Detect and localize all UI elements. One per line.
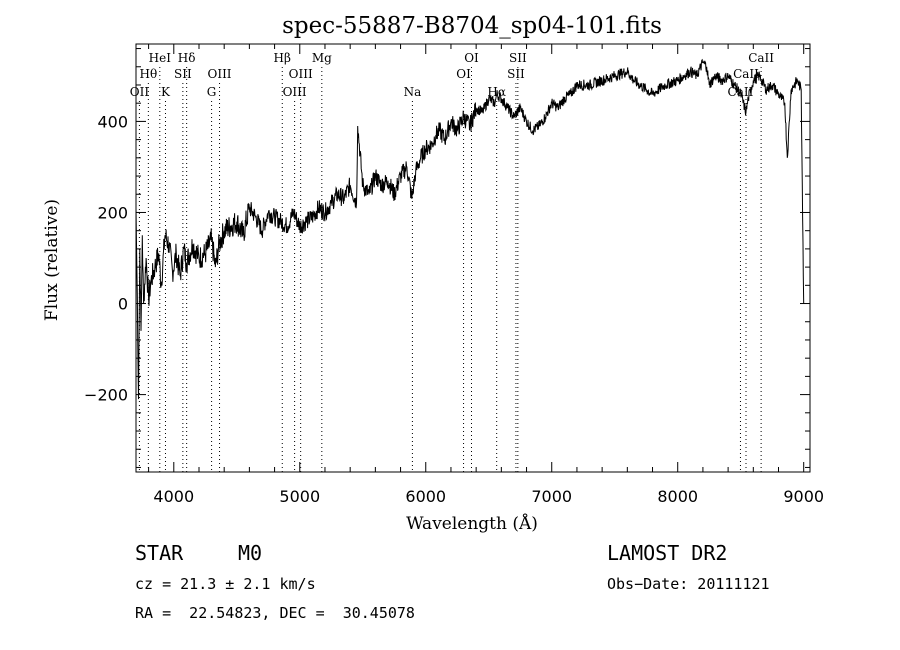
line-label: Hβ [274,51,291,65]
y-axis-label: Flux (relative) [42,199,62,321]
line-label: Mg [312,51,332,65]
axis-ticks: 4000 5000 6000 7000 8000 9000 −200 0 200 400 [84,44,824,506]
line-label: G [207,85,217,99]
line-label: K [161,85,171,99]
x-tick-label: 6000 [405,487,446,506]
line-label: SII [174,67,192,81]
x-tick-label: 9000 [783,487,824,506]
x-tick-label: 8000 [657,487,698,506]
line-label: Hδ [178,51,196,65]
line-label: OII [130,85,150,99]
redshift-velocity: cz = 21.3 ± 2.1 km/s [135,575,316,593]
reference-lines [138,67,762,472]
line-label: CaII [733,67,759,81]
line-label: OI [464,51,479,65]
x-tick-label: 5000 [279,487,320,506]
line-label: SII [509,51,527,65]
spectrum-series-line [135,58,805,400]
line-label: CaII [748,51,774,65]
y-tick-label: −200 [84,386,128,405]
line-label: OI [456,67,471,81]
line-label: OIII [283,85,307,99]
x-tick-label: 4000 [153,487,194,506]
chart-title: spec-55887-B8704_sp04-101.fits [282,13,662,39]
object-class: STAR [135,541,184,565]
object-subclass: M0 [238,541,263,565]
y-tick-label: 400 [97,112,128,131]
line-label: Na [404,85,422,99]
survey-name: LAMOST DR2 [607,541,728,565]
line-label: SII [507,67,525,81]
line-label: HeI [149,51,172,65]
line-labels: OIIHθHeIKSIIHδGOIIIHβOIIIOIIIMgNaOIOIHαS… [130,51,775,99]
x-axis-label: Wavelength (Å) [406,513,538,534]
y-tick-label: 0 [118,295,128,314]
observation-date: Obs−Date: 20111121 [607,575,770,593]
plot-frame [135,43,811,473]
y-tick-label: 200 [97,203,128,222]
coordinates: RA = 22.54823, DEC = 30.45078 [135,604,415,622]
x-tick-label: 7000 [531,487,572,506]
line-label: Hθ [139,67,157,81]
line-label: OIII [207,67,231,81]
line-label: OIII [289,67,313,81]
